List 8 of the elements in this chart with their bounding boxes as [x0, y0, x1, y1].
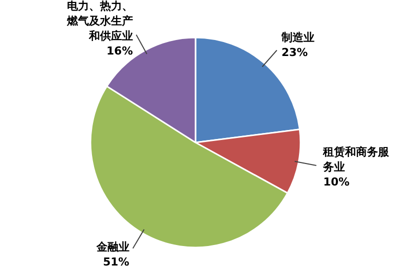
- data-label: 16%: [106, 44, 133, 58]
- data-label: 23%: [281, 46, 308, 59]
- slice-label: 金融业: [95, 240, 130, 254]
- slice-label: 租赁和商务服务业: [322, 145, 390, 174]
- slice-label: 电力、热力、燃气及水生产和供应业: [66, 0, 133, 43]
- data-label: 51%: [102, 255, 130, 268]
- slice-label: 制造业: [280, 31, 314, 44]
- data-label: 10%: [323, 175, 350, 188]
